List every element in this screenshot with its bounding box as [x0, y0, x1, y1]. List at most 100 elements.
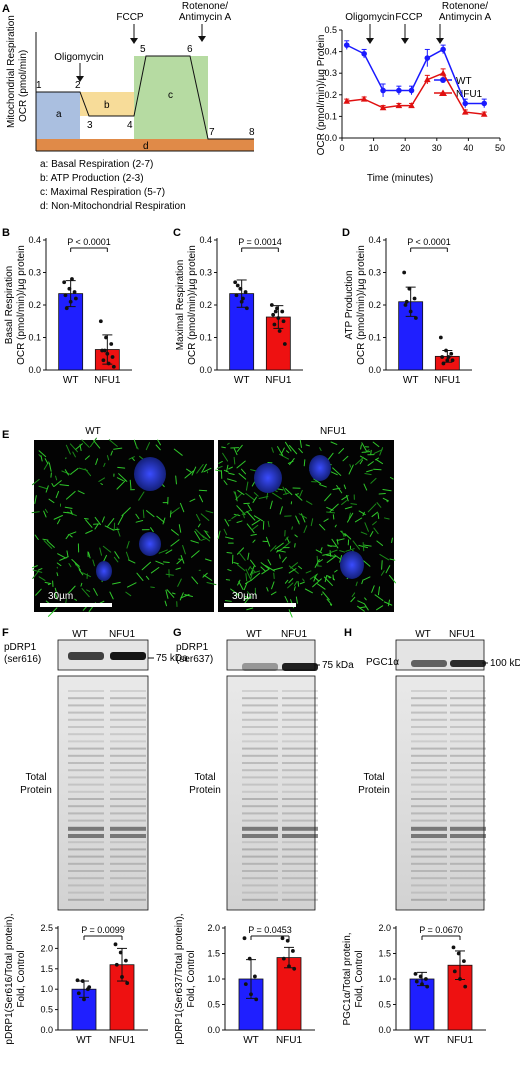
blot-total-band — [450, 733, 486, 735]
ocr-time-course-chart: Oligomycin FCCP Rotenone/ Antimycin A Ti… — [316, 1, 505, 184]
blot-total-band — [411, 776, 447, 778]
blot-total-band — [242, 740, 278, 742]
mitochondrion — [143, 510, 144, 518]
panel-letter-e: E — [2, 429, 9, 441]
bar-y-tick-label: 0.0 — [28, 365, 41, 375]
bar-data-point — [125, 981, 129, 985]
bar-data-point — [87, 985, 91, 989]
bar-y-tick-label: 2.0 — [207, 923, 220, 933]
blot-total-band — [68, 719, 104, 721]
bar-data-point — [405, 300, 409, 304]
bar-category-label: WT — [243, 1035, 259, 1046]
legend-d: d: Non-Mitochondrial Respiration — [40, 201, 186, 212]
bar-y-tick-label: 0.1 — [199, 333, 212, 343]
blot-band — [110, 652, 146, 660]
bar-data-point — [74, 297, 78, 301]
blot-total-band — [242, 733, 278, 735]
region-label-a: a — [56, 109, 62, 120]
bar-category-label: WT — [76, 1035, 92, 1046]
bar-data-point — [248, 957, 252, 961]
bar-data-point — [241, 297, 245, 301]
blot-target-label-2: (ser616) — [4, 654, 41, 665]
mitochondrion — [330, 551, 331, 557]
blot-total-band — [282, 719, 318, 721]
blot-total-band — [282, 856, 318, 858]
bar-y-tick-label: 1.0 — [378, 974, 391, 984]
blot-total-band — [110, 690, 146, 692]
blot-total-band — [411, 827, 447, 831]
blot-total-band — [411, 733, 447, 735]
bar-y-tick-label: 1.5 — [378, 949, 391, 959]
blot-total-band — [282, 884, 318, 886]
bar-y-tick-label: 1.0 — [207, 974, 220, 984]
bar-y-tick-label: 0.1 — [28, 333, 41, 343]
panel-letter-d: D — [342, 227, 350, 239]
bar-data-point — [447, 355, 451, 359]
blot-total-band — [411, 697, 447, 699]
bar-ylabel-2: OCR (pmol/min)/µg protein — [187, 245, 198, 365]
blot-total-band — [282, 834, 318, 838]
blot-total-band — [110, 784, 146, 786]
blot-total-band — [110, 704, 146, 706]
bar-data-point — [409, 310, 413, 314]
bar-y-tick-label: 0.0 — [378, 1025, 391, 1035]
p-value-label: P = 0.0453 — [248, 925, 292, 935]
blot-lane-label: NFU1 — [109, 629, 136, 640]
bar-y-tick-label: 0.3 — [199, 268, 212, 278]
blot-total-band — [68, 697, 104, 699]
mitochondrion — [382, 561, 383, 570]
bar-data-point — [240, 300, 244, 304]
blot-target-label: PGC1α — [366, 657, 399, 668]
bar-data-point — [415, 980, 419, 984]
bar-data-point — [458, 977, 462, 981]
bar-ylabel-1: pDRP1(Ser637/Total protein), — [174, 913, 185, 1044]
bar-category-label: NFU1 — [434, 375, 461, 386]
blot-total-band — [110, 726, 146, 728]
blot-total-band — [68, 791, 104, 793]
blot-total-band — [110, 877, 146, 879]
blot-total-band — [68, 848, 104, 850]
blot-total-band — [411, 690, 447, 692]
mitochondrion — [280, 555, 281, 559]
blot-total-band — [282, 769, 318, 771]
ocr-rotenone-label-2: Antimycin A — [439, 12, 492, 23]
bar-data-point — [292, 967, 296, 971]
blot-total-band — [450, 870, 486, 872]
bar-y-tick-label: 2.0 — [378, 923, 391, 933]
blot-total-band — [242, 863, 278, 865]
blot-total-band — [68, 712, 104, 714]
bar-category-label: WT — [63, 375, 79, 386]
blot-total-band — [282, 733, 318, 735]
total-protein-label: Total — [194, 772, 215, 783]
total-protein-label-2: Protein — [189, 785, 221, 796]
bar-data-point — [62, 280, 66, 284]
blot-total-band — [242, 784, 278, 786]
bar-data-point — [120, 975, 124, 979]
mitochondrion — [151, 587, 155, 588]
bar-data-point — [236, 284, 240, 288]
blot-total-band — [110, 812, 146, 814]
bar-data-point — [243, 936, 247, 940]
blot-total-band — [411, 856, 447, 858]
blot-total-band — [242, 856, 278, 858]
blot-total-band — [282, 848, 318, 850]
bar-y-tick-label: 0.1 — [368, 333, 381, 343]
blot-total-band — [110, 863, 146, 865]
blot-total-band — [110, 798, 146, 800]
blot-total-band — [450, 719, 486, 721]
blot-total-band — [68, 776, 104, 778]
ocr-point — [344, 42, 350, 48]
blot-total-band — [68, 856, 104, 858]
bar-data-point — [274, 310, 278, 314]
blot-total-band — [450, 863, 486, 865]
total-protein-label-2: Protein — [358, 785, 390, 796]
blot-band — [68, 652, 104, 660]
bar-data-point — [254, 998, 258, 1002]
blot-total-band — [450, 848, 486, 850]
blot-total-band — [450, 697, 486, 699]
ocr-y-tick-label: 0.5 — [324, 25, 337, 35]
p-value-label: P = 0.0670 — [419, 925, 463, 935]
bar-data-point — [109, 342, 113, 346]
bar-category-label: NFU1 — [265, 375, 292, 386]
